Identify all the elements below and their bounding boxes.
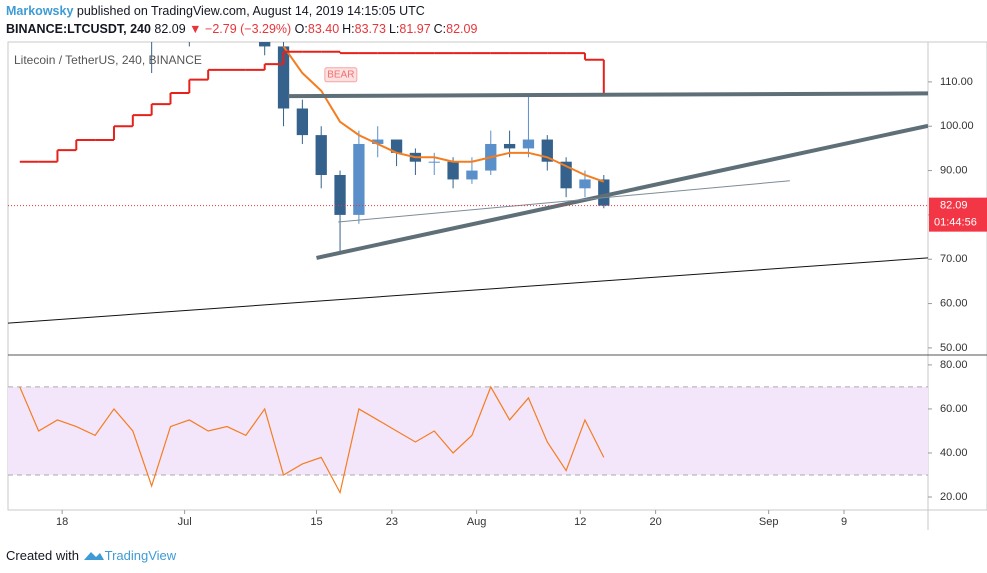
- rsi-pane: [8, 385, 928, 495]
- footer-brand[interactable]: TradingView: [104, 548, 177, 563]
- candle-body: [598, 179, 610, 206]
- ohlc-value: 83.73: [354, 22, 386, 36]
- footer-prefix: Created with: [6, 548, 79, 563]
- candle-body: [447, 161, 459, 180]
- axes: 50.00 60.00 70.00 80.00 90.00 100.00 110.00 82.…: [56, 76, 987, 528]
- candle-body: [390, 139, 403, 153]
- ohlc-value: 81.97: [399, 22, 431, 36]
- candle-body: [541, 139, 553, 162]
- moving-average: [282, 45, 605, 183]
- candle-body: [184, 11, 195, 33]
- header-line-1: Markowsky published on TradingView.com, …: [6, 4, 425, 18]
- rsi-line: [19, 385, 605, 495]
- footer: Created with TradingView: [6, 548, 176, 563]
- y-tick-label: 90.00: [940, 164, 968, 176]
- x-tick-label: 18: [56, 516, 68, 528]
- candle-body: [466, 170, 478, 180]
- pane-title: Litecoin / TetherUS, 240, BINANCE: [14, 53, 202, 67]
- x-tick-label: Aug: [467, 516, 487, 528]
- y-tick-label: 60.00: [940, 403, 968, 415]
- x-tick-label: 15: [310, 516, 322, 528]
- ohlc-value: 83.40: [307, 22, 340, 36]
- candle-body: [372, 139, 384, 144]
- ohlc-key: C:: [433, 22, 447, 36]
- candle-body: [315, 135, 327, 176]
- candle-body: [259, 42, 271, 47]
- x-tick-label: Sep: [759, 516, 779, 528]
- ohlc: O:83.40 H:83.73 L:81.97 C:82.09: [295, 22, 481, 36]
- logo: [83, 552, 104, 560]
- candle-body: [203, 15, 214, 33]
- candle-body: [240, 29, 251, 33]
- rsi-band: [8, 386, 928, 475]
- y-tick-label: 40.00: [940, 447, 968, 459]
- trendline: [8, 257, 928, 324]
- main-pane: BEAR: [8, 0, 928, 324]
- x-tick-label: Jul: [178, 516, 192, 528]
- symbol: BINANCE:LTCUSDT, 240: [6, 22, 151, 36]
- x-tick-label: 9: [841, 516, 847, 528]
- annotation: BEAR: [327, 69, 354, 80]
- countdown: 01:44:56: [934, 217, 977, 229]
- ohlc-key: O:: [294, 22, 308, 36]
- ohlc-value: 82.09: [446, 22, 478, 36]
- header-line-2: BINANCE:LTCUSDT, 240 82.09 ▼ −2.79 (−3.2…: [6, 22, 480, 36]
- y-tick-label: 110.00: [940, 76, 973, 88]
- trendline: [316, 123, 928, 260]
- y-tick-label: 100.00: [940, 120, 974, 132]
- last-price-box: [929, 197, 987, 232]
- ohlc-key: L:: [388, 22, 400, 36]
- author[interactable]: Markowsky: [6, 4, 74, 18]
- trendline: [288, 91, 928, 99]
- y-tick-label: 70.00: [940, 253, 968, 265]
- candle-body: [522, 139, 535, 149]
- change: ▼ −2.79 (−3.29%): [189, 22, 292, 36]
- candle-body: [579, 179, 591, 189]
- ohlc-key: H:: [342, 22, 355, 36]
- y-tick-label: 50.00: [940, 342, 968, 354]
- frame: [7, 41, 987, 511]
- candle-body: [146, 0, 157, 33]
- candle-body: [428, 161, 440, 163]
- x-tick-label: 12: [574, 516, 586, 528]
- y-tick-label: 80.00: [940, 359, 968, 371]
- annotation-box: [324, 67, 358, 83]
- x-tick-label: 23: [386, 516, 398, 528]
- y-tick-label: 20.00: [940, 491, 968, 503]
- candle-body: [165, 11, 176, 33]
- last-price-label: 82.09: [940, 200, 968, 212]
- candle-body: [221, 15, 232, 28]
- candle-body: [560, 161, 572, 189]
- trendline: [338, 180, 790, 223]
- last: 82.09: [154, 22, 186, 36]
- published: published on TradingView.com, August 14,…: [76, 4, 425, 18]
- candle-body: [503, 143, 516, 149]
- candle-body: [353, 143, 365, 215]
- y-tick-label: 60.00: [940, 297, 968, 309]
- candle-body: [334, 175, 346, 215]
- candle-body: [277, 46, 290, 109]
- candle-body: [296, 108, 309, 136]
- chart: BEAR 50.00 60.00 70.00 80.00 90.00 100.00 110.…: [7, 0, 987, 530]
- x-tick-label: 20: [649, 516, 661, 528]
